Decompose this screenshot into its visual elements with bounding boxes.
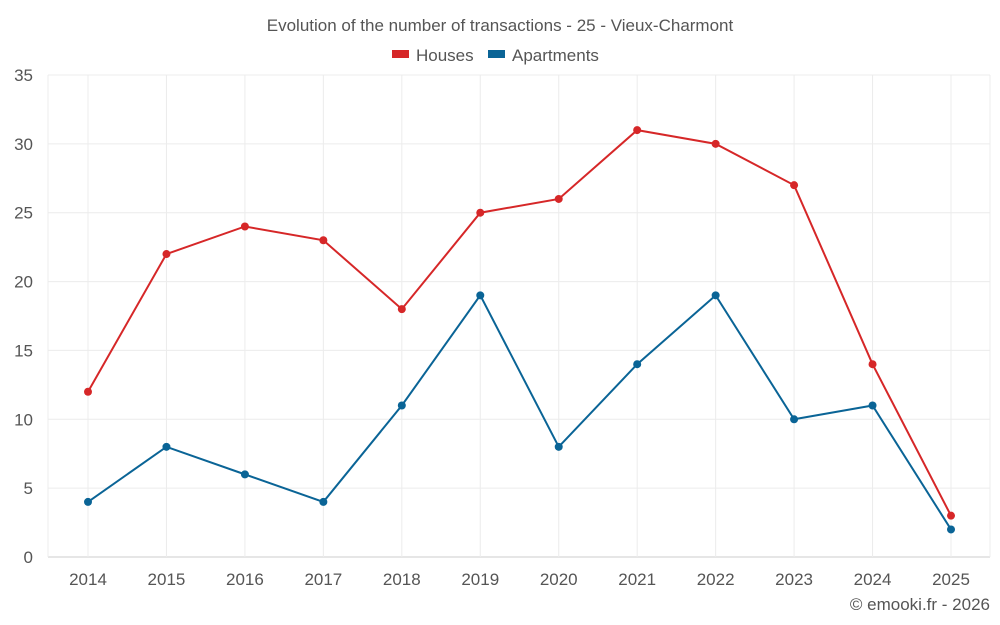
data-point-houses[interactable] [476,208,485,217]
series-line-apartments [87,293,952,530]
y-tick-label: 0 [24,548,33,567]
x-tick-label: 2017 [304,570,342,589]
data-point-apartments[interactable] [476,291,485,300]
data-point-houses[interactable] [790,181,799,190]
x-tick-label: 2020 [540,570,578,589]
data-point-apartments[interactable] [790,415,799,424]
credit-text: © emooki.fr - 2026 [850,595,990,614]
series-apartments [84,291,955,534]
y-tick-label: 20 [14,273,33,292]
y-tick-label: 15 [14,341,33,360]
x-tick-label: 2024 [854,570,892,589]
data-point-houses[interactable] [240,222,249,231]
x-tick-label: 2018 [383,570,421,589]
data-point-houses[interactable] [162,250,171,259]
data-point-apartments[interactable] [711,291,720,300]
data-point-apartments[interactable] [947,525,955,534]
data-point-houses[interactable] [633,126,642,135]
chart-title: Evolution of the number of transactions … [267,16,734,35]
data-point-apartments[interactable] [868,401,877,410]
data-point-apartments[interactable] [319,497,328,506]
data-point-houses[interactable] [319,236,328,245]
data-point-apartments[interactable] [162,442,171,451]
legend-label: Houses [416,46,474,65]
data-point-apartments[interactable] [633,360,642,369]
x-tick-label: 2021 [618,570,656,589]
data-point-houses[interactable] [711,139,720,148]
data-point-houses[interactable] [868,360,877,369]
x-tick-label: 2023 [775,570,813,589]
x-tick-label: 2015 [148,570,186,589]
x-tick-label: 2016 [226,570,264,589]
y-axis: 0 5 10 15 20 25 30 35 [14,66,33,567]
x-tick-label: 2019 [461,570,499,589]
data-point-apartments[interactable] [397,401,406,410]
legend-swatch [392,50,409,58]
grid [47,74,991,558]
y-tick-label: 10 [14,410,33,429]
data-point-apartments[interactable] [84,497,92,506]
y-tick-label: 35 [14,66,33,85]
y-tick-label: 30 [14,135,33,154]
data-point-houses[interactable] [947,511,955,520]
legend-label: Apartments [512,46,599,65]
data-point-houses[interactable] [554,194,563,203]
series-group [84,126,955,534]
x-tick-label: 2025 [932,570,970,589]
series-houses [84,126,955,520]
legend[interactable]: Houses Apartments [392,46,599,65]
data-point-apartments[interactable] [240,470,249,479]
legend-item-houses[interactable]: Houses [392,46,474,65]
x-axis: 2014 2015 2016 2017 2018 2019 2020 2021 2022 2023… [69,570,970,589]
legend-item-apartments[interactable]: Apartments [488,46,599,65]
y-tick-label: 25 [14,204,33,223]
data-point-houses[interactable] [84,387,92,396]
x-tick-label: 2014 [69,570,107,589]
series-line-houses [87,129,952,517]
legend-swatch [488,50,505,58]
y-tick-label: 5 [24,479,33,498]
x-tick-label: 2022 [697,570,735,589]
data-point-apartments[interactable] [554,442,563,451]
data-point-houses[interactable] [397,305,406,314]
